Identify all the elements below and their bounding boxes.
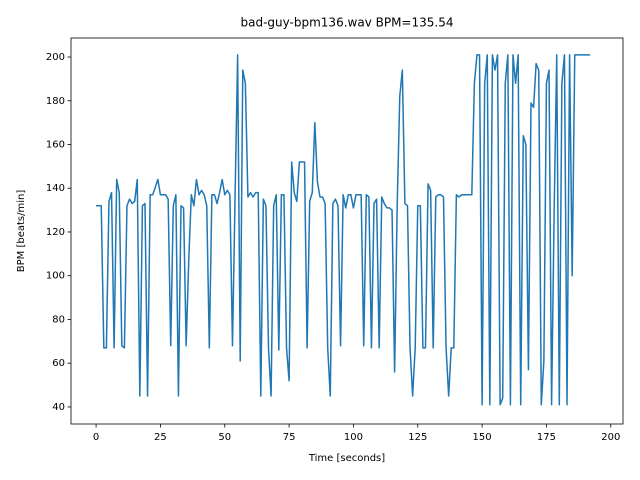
x-tick-label: 150 (473, 432, 492, 443)
x-tick-label: 100 (344, 432, 363, 443)
x-axis-label: Time [seconds] (308, 453, 385, 464)
y-tick-label: 180 (46, 96, 65, 107)
y-tick-label: 80 (52, 314, 65, 325)
data-line (96, 54, 591, 406)
x-tick-label: 50 (218, 432, 231, 443)
y-axis-label: BPM [beats/min] (16, 190, 27, 273)
x-tick-label: 75 (283, 432, 296, 443)
x-tick-label: 0 (93, 432, 99, 443)
axes-frame (70, 37, 624, 425)
y-tick-label: 140 (46, 183, 65, 194)
y-tick-label: 100 (46, 271, 65, 282)
x-tick-label: 175 (537, 432, 556, 443)
x-tick-label: 200 (601, 432, 620, 443)
y-tick-label: 120 (46, 227, 65, 238)
x-tick-label: 25 (154, 432, 167, 443)
y-tick-label: 160 (46, 140, 65, 151)
y-tick-label: 60 (52, 358, 65, 369)
chart-title: bad-guy-bpm136.wav BPM=135.54 (241, 16, 454, 30)
y-tick-label: 40 (52, 402, 65, 413)
x-tick-label: 125 (408, 432, 427, 443)
y-tick-label: 200 (46, 52, 65, 63)
